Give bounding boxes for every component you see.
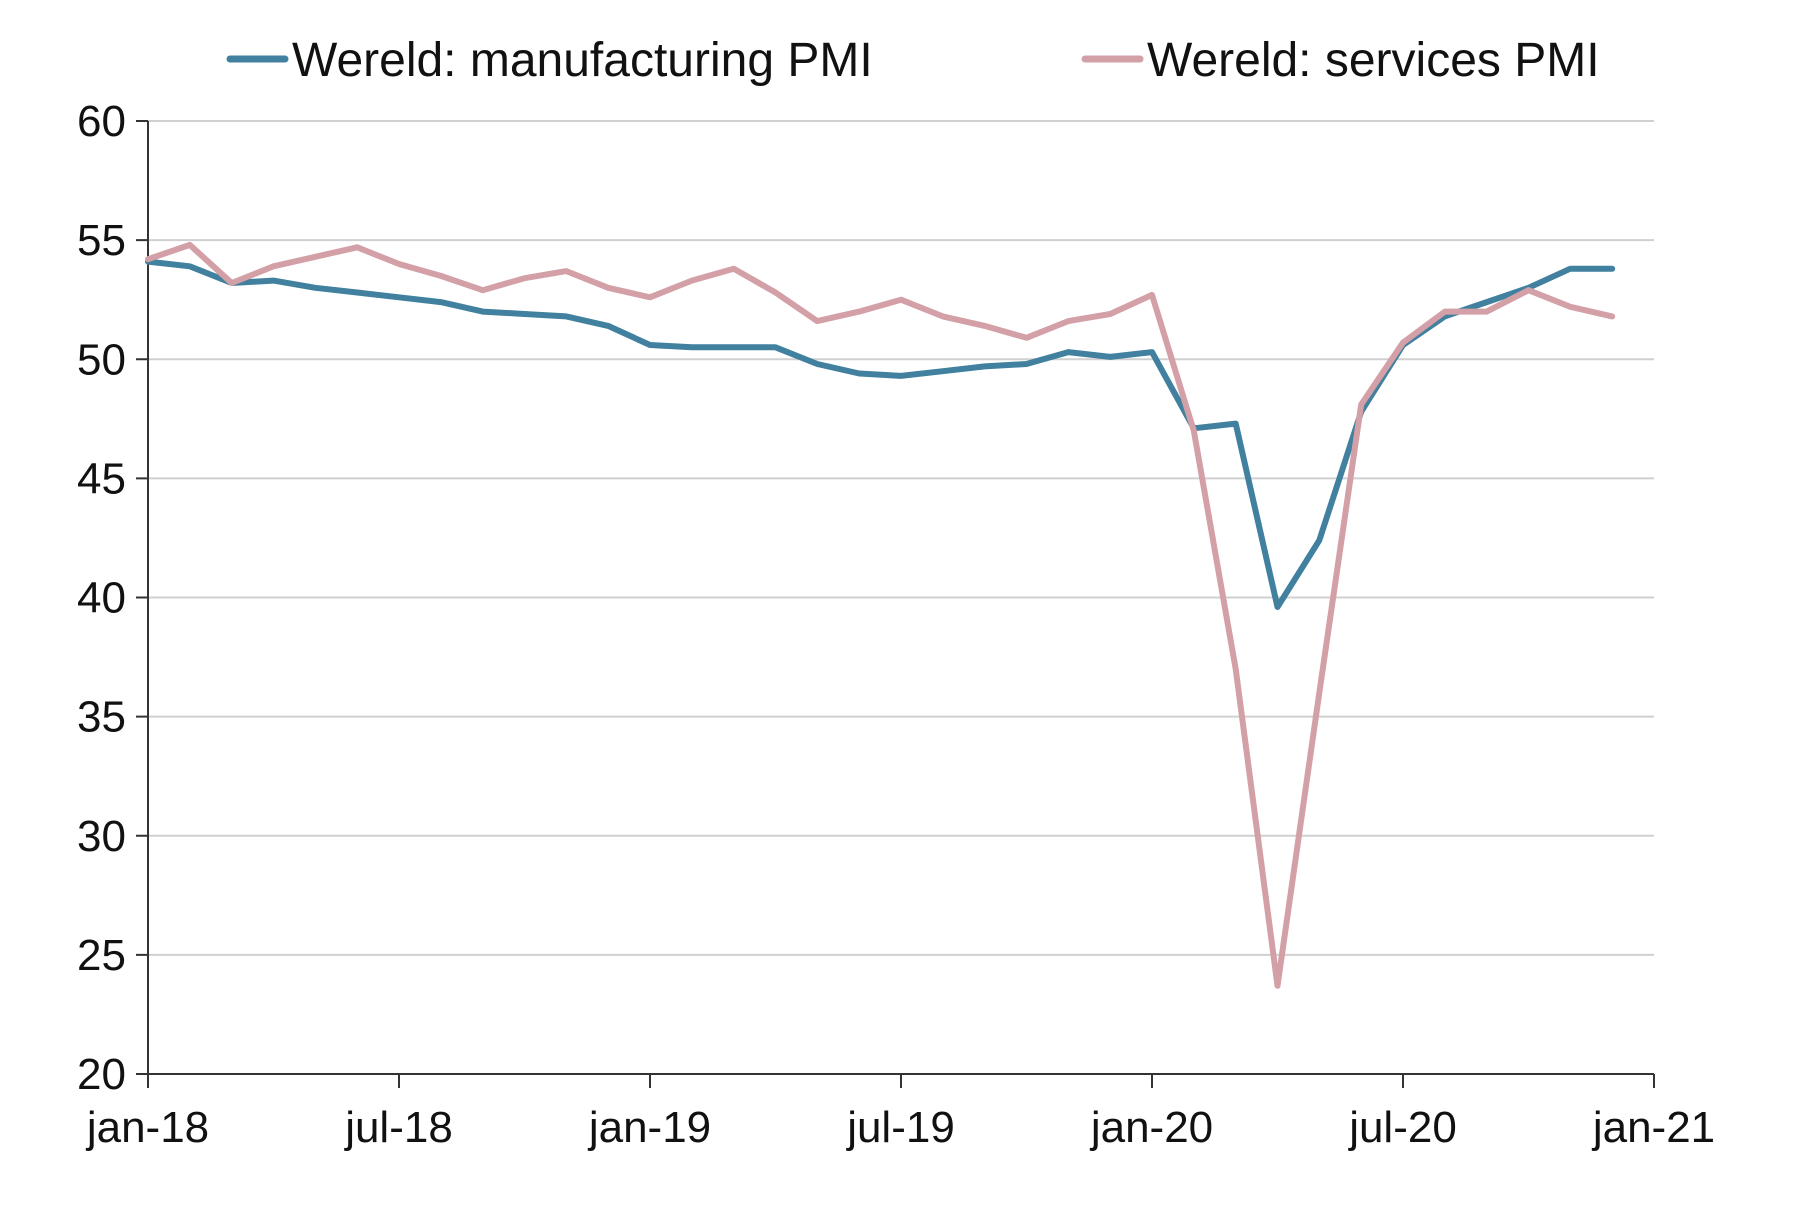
x-tick-label: jul-20 xyxy=(1347,1103,1457,1152)
y-tick-label: 25 xyxy=(77,931,126,980)
x-tick-label: jan-20 xyxy=(1089,1103,1213,1152)
x-tick-label: jan-21 xyxy=(1591,1103,1715,1152)
x-axis-tick-labels: jan-18 jul-18 jan-19 jul-19 jan-20 jul-20 jan-… xyxy=(85,1103,1715,1152)
y-tick-label: 35 xyxy=(77,693,126,742)
x-tick-label: jan-19 xyxy=(587,1103,711,1152)
x-tick-label: jan-18 xyxy=(85,1103,209,1152)
gridlines xyxy=(148,120,1654,956)
y-axis-tick-labels: 20 25 30 35 40 45 50 55 60 xyxy=(77,97,126,1099)
y-tick-label: 40 xyxy=(77,574,126,623)
y-tick-label: 45 xyxy=(77,454,126,503)
legend-label-services: Wereld: services PMI xyxy=(1147,34,1600,87)
series-lines xyxy=(145,241,1616,989)
y-tick-label: 55 xyxy=(77,216,126,265)
y-tick-label: 20 xyxy=(77,1050,126,1099)
legend-label-manufacturing: Wereld: manufacturing PMI xyxy=(292,34,873,87)
x-tick-label: jul-19 xyxy=(845,1103,955,1152)
y-tick-label: 30 xyxy=(77,812,126,861)
series-line-manufacturing xyxy=(145,258,1616,610)
x-tick-label: jul-18 xyxy=(343,1103,453,1152)
y-tick-label: 60 xyxy=(77,97,126,146)
y-tick-label: 50 xyxy=(77,335,126,384)
axes xyxy=(136,120,1655,1088)
series-line-services xyxy=(145,241,1616,989)
legend: Wereld: manufacturing PMI Wereld: servic… xyxy=(226,34,1600,87)
